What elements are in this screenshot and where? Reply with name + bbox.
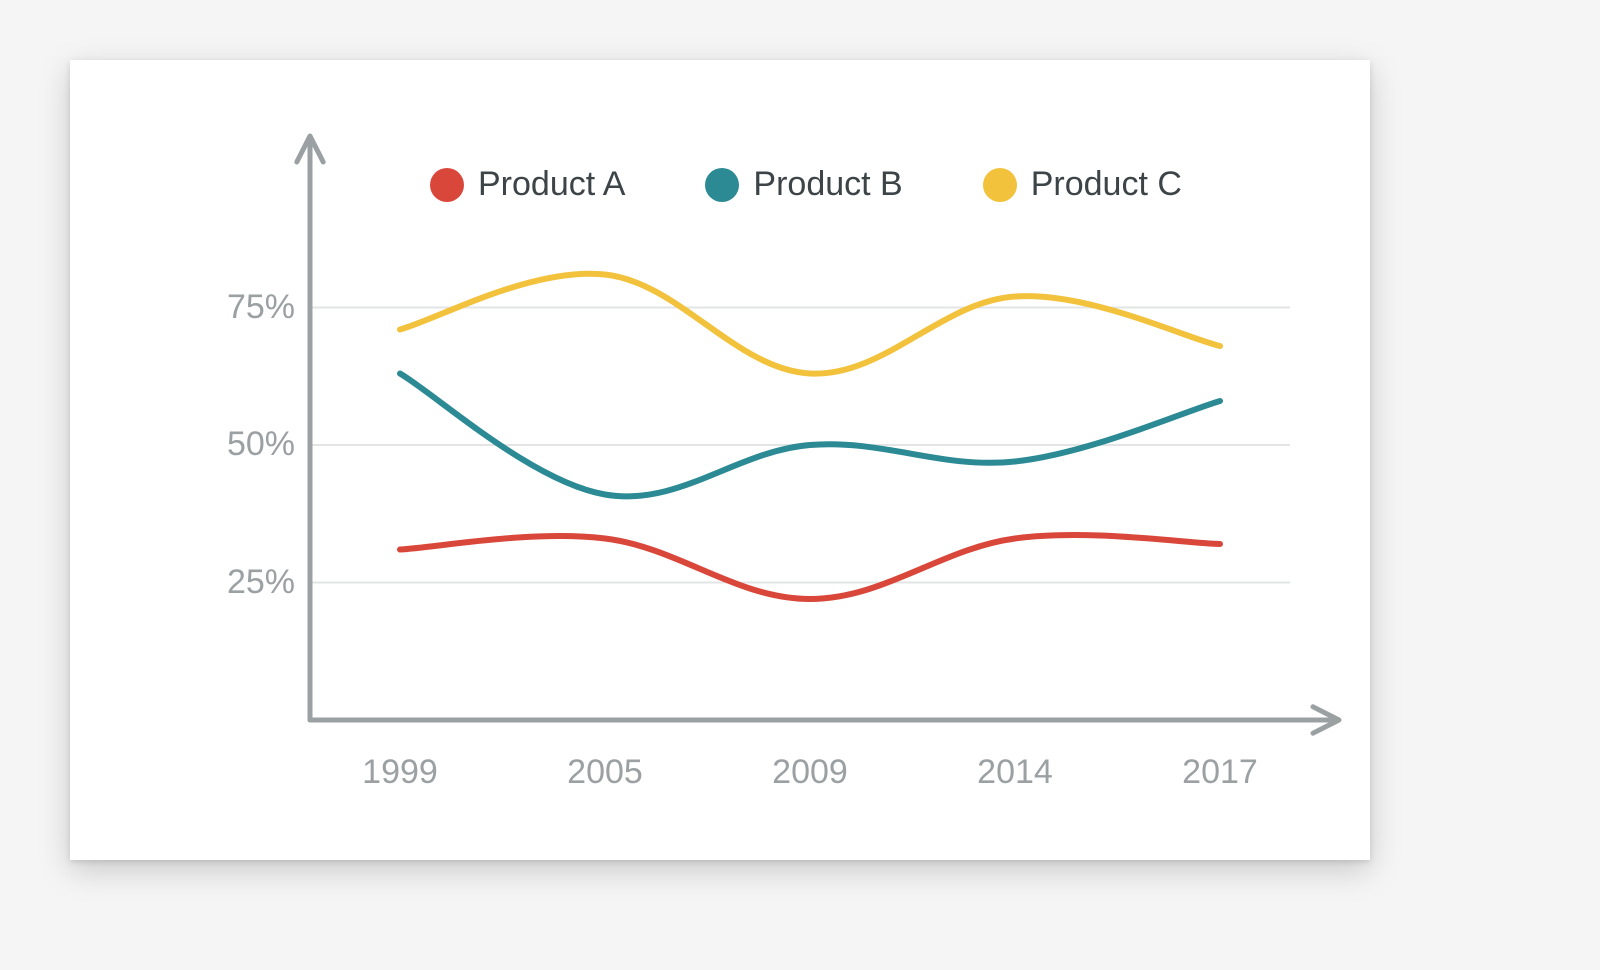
chart-card: Product A Product B Product C 25% 50% 75… — [70, 60, 1370, 860]
series-line-product-b — [400, 374, 1220, 497]
series-line-product-c — [400, 274, 1220, 374]
line-chart — [70, 60, 1370, 860]
series-line-product-a — [400, 535, 1220, 599]
